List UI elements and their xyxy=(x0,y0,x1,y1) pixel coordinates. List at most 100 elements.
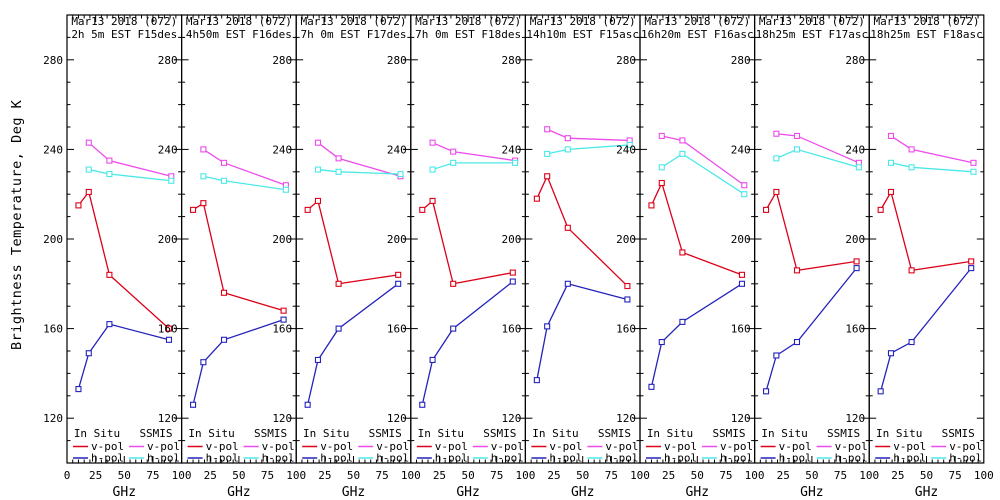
y-tick-label: 240 xyxy=(272,143,292,156)
series-ssmis-hpol-marker xyxy=(887,159,895,166)
series-insitu-hpol-marker xyxy=(200,359,207,366)
legend-ssmis-vpol-label: v-pol xyxy=(262,440,295,453)
series-insitu-vpol-marker xyxy=(853,258,860,265)
series-insitu-vpol-marker xyxy=(75,202,82,209)
y-tick-label: 160 xyxy=(616,323,636,336)
series-ssmis-vpol xyxy=(773,130,862,166)
legend-insitu-header: In Situ xyxy=(761,427,807,440)
y-tick-label: 160 xyxy=(158,323,178,336)
series-ssmis-hpol-marker xyxy=(679,150,686,157)
panel-title-time: 16h20m EST F16asc xyxy=(641,28,754,41)
x-axis-unit-label: GHz xyxy=(800,485,823,500)
series-ssmis-vpol-line xyxy=(890,135,974,164)
legend-ssmis-header: SSMIS xyxy=(942,427,975,440)
x-tick-label: 50 xyxy=(576,469,589,482)
panel-title-time: 4h50m EST F16des xyxy=(186,28,292,41)
panel-F16asc: Mar13 2018 (072)16h20m EST F16asc1201602… xyxy=(616,14,765,500)
x-tick-label: 75 xyxy=(834,469,847,482)
series-insitu-vpol-marker xyxy=(314,197,322,204)
x-tick-label: 75 xyxy=(146,469,159,482)
series-insitu-vpol-marker xyxy=(887,188,895,196)
series-ssmis-hpol-line xyxy=(432,162,516,171)
series-insitu-hpol-marker xyxy=(648,383,655,390)
series-insitu-vpol-marker xyxy=(429,197,436,204)
legend-insitu-vpol-label: v-pol xyxy=(779,440,812,453)
legend-insitu-vpol-label: v-pol xyxy=(91,440,124,453)
y-tick-label: 240 xyxy=(731,143,751,156)
series-insitu-hpol xyxy=(75,321,173,393)
series-insitu-hpol xyxy=(533,280,631,384)
y-axis-ticks: 120 160 200 240 280 xyxy=(502,36,640,442)
series-ssmis-hpol xyxy=(200,173,289,193)
series-insitu-hpol-marker xyxy=(968,265,975,272)
x-tick-label: 50 xyxy=(691,469,704,482)
series-ssmis-hpol-marker xyxy=(200,173,207,180)
y-tick-label: 240 xyxy=(158,143,178,156)
y-tick-label: 120 xyxy=(43,412,63,425)
series-insitu-hpol-marker xyxy=(335,325,342,332)
series-insitu-vpol-marker xyxy=(280,307,287,314)
series-insitu-vpol xyxy=(877,188,975,274)
x-axis-unit-label: GHz xyxy=(915,485,938,500)
series-ssmis-hpol-marker xyxy=(544,150,551,157)
series-ssmis-vpol-marker xyxy=(970,159,977,166)
series-insitu-vpol xyxy=(763,188,860,274)
series-ssmis-vpol-marker xyxy=(106,157,113,164)
series-insitu-vpol-marker xyxy=(908,267,915,274)
legend-insitu-hpol-label: h-pol xyxy=(91,452,124,465)
series-insitu-hpol-marker xyxy=(658,338,665,346)
y-tick-label: 160 xyxy=(387,323,407,336)
series-insitu-hpol xyxy=(190,316,287,408)
series-insitu-vpol-marker xyxy=(544,173,551,180)
panel-F17asc: Mar13 2018 (072)18h25m EST F17asc1201602… xyxy=(731,14,879,500)
series-insitu-hpol-line xyxy=(765,267,858,392)
series-insitu-vpol-line xyxy=(536,174,628,287)
x-tick-label: 50 xyxy=(118,469,131,482)
legend-insitu-header: In Situ xyxy=(876,427,922,440)
series-ssmis-hpol-line xyxy=(661,153,745,195)
x-axis-ticks: 25 50 75 100 xyxy=(530,15,650,482)
y-axis-ticks: 120 160 200 240 280 xyxy=(158,36,297,442)
y-tick-label: 200 xyxy=(616,233,636,246)
y-tick-label: 240 xyxy=(616,143,636,156)
y-tick-label: 120 xyxy=(272,412,292,425)
x-tick-label: 25 xyxy=(662,469,675,482)
panel-title-time: 7h 0m EST F18des xyxy=(415,28,521,41)
series-insitu-hpol-marker xyxy=(190,401,197,408)
y-tick-label: 160 xyxy=(731,323,751,336)
x-tick-label: 100 xyxy=(286,469,306,482)
y-tick-label: 280 xyxy=(731,54,751,67)
series-ssmis-vpol xyxy=(658,132,748,189)
x-tick-label: 25 xyxy=(777,469,790,482)
series-ssmis-hpol-marker xyxy=(564,146,571,153)
series-ssmis-vpol-marker xyxy=(679,137,686,144)
series-insitu-vpol-marker xyxy=(648,202,655,209)
legend-ssmis-header: SSMIS xyxy=(712,427,745,440)
y-tick-label: 240 xyxy=(845,143,865,156)
legend-insitu-hpol-label: h-pol xyxy=(435,452,468,465)
x-tick-label: 50 xyxy=(461,469,474,482)
x-tick-label: 75 xyxy=(605,469,618,482)
legend-ssmis-hpol-label: h-pol xyxy=(376,452,409,465)
series-ssmis-vpol-marker xyxy=(544,126,551,133)
series-insitu-vpol-marker xyxy=(106,271,113,278)
series-insitu-vpol-line xyxy=(192,202,284,312)
x-axis-ticks: 25 50 75 100 xyxy=(301,15,421,482)
series-ssmis-hpol-line xyxy=(203,175,286,191)
series-ssmis-vpol-marker xyxy=(908,146,915,153)
series-insitu-hpol-marker xyxy=(395,280,402,287)
y-tick-label: 200 xyxy=(845,233,865,246)
series-insitu-hpol-marker xyxy=(679,318,686,325)
y-tick-label: 200 xyxy=(43,233,63,246)
series-insitu-hpol-marker xyxy=(75,386,82,393)
legend-insitu-vpol-label: v-pol xyxy=(893,440,926,453)
y-tick-label: 160 xyxy=(845,323,865,336)
x-tick-label: 100 xyxy=(974,469,994,482)
series-insitu-vpol-marker xyxy=(968,258,975,265)
x-tick-label: 100 xyxy=(172,469,192,482)
